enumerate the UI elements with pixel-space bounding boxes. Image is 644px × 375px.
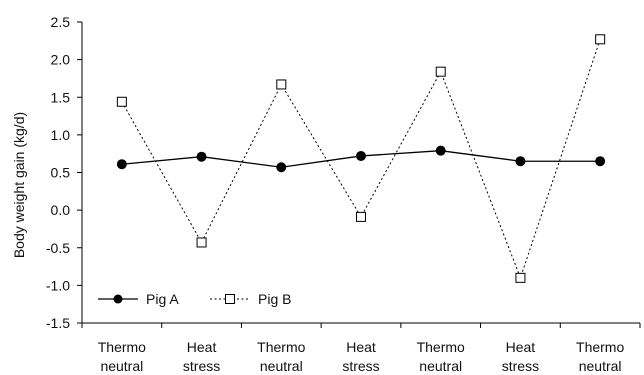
data-point [196,237,207,248]
data-point [276,79,287,90]
y-tick-label: -1.0 [46,277,70,293]
legend: Pig A Pig B [98,291,291,307]
x-tick-label: Thermo [576,339,624,355]
data-point [435,145,446,156]
data-point [116,96,127,107]
y-tick-label: 1.0 [51,127,71,143]
legend-marker [113,294,123,304]
data-point [116,159,127,170]
series-pig-a [116,145,606,173]
x-tick-label: Thermo [98,339,146,355]
legend-label: Pig A [146,291,179,307]
x-tick-label: neutral [419,358,462,374]
data-point [196,151,207,162]
y-axis-title: Body weight gain (kg/d) [11,112,27,258]
x-tick-label: Heat [346,339,376,355]
x-tick-label: neutral [100,358,143,374]
x-tick-label: neutral [579,358,622,374]
legend-entry: Pig B [210,291,291,307]
legend-entry: Pig A [98,291,179,307]
x-axis: Thermo neutral Heat stress Thermo neutral Heat… [81,322,641,374]
x-tick-label: stress [342,358,379,374]
data-point [515,156,526,167]
x-tick-label: Thermo [257,339,305,355]
data-point [356,150,366,161]
data-point [595,156,606,167]
plot-area [116,34,606,283]
data-point [515,272,526,283]
x-tick-label: Heat [506,339,536,355]
data-point [276,162,287,173]
legend-marker [225,294,235,304]
y-tick-label: 0.5 [51,165,71,181]
series-pig-b [116,34,606,283]
y-tick-label: 2.5 [51,14,71,30]
y-axis: -1.5 -1.0 -0.5 0.0 0.5 1.0 1.5 2.0 2.5 [46,14,83,331]
y-tick-label: 0.0 [51,202,71,218]
x-tick-label: Heat [187,339,217,355]
y-tick-label: 1.5 [51,89,71,105]
x-tick-label: Thermo [417,339,465,355]
x-tick-label: stress [183,358,220,374]
data-point [435,66,446,77]
legend-label: Pig B [258,291,291,307]
data-point [595,34,606,45]
x-tick-label: stress [502,358,539,374]
y-tick-label: -0.5 [46,240,70,256]
data-point [356,211,366,222]
x-tick-label: neutral [260,358,303,374]
y-tick-label: 2.0 [51,52,71,68]
y-tick-label: -1.5 [46,315,70,331]
